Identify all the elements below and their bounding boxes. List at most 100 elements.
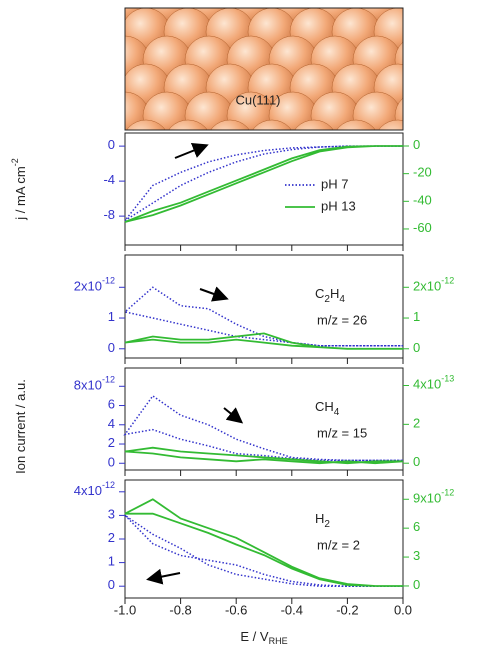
tick-value: 9 [413, 491, 420, 506]
mz-label: m/z = 15 [317, 425, 367, 440]
species-subscript: 2 [324, 294, 330, 305]
image-frame [124, 7, 404, 131]
species-label: CH4 [315, 399, 340, 417]
tick-value: 2 [413, 279, 420, 294]
sphere [336, 119, 376, 130]
y-tick-label: 4 [108, 416, 115, 431]
y-axis-title-text: Ion current / a.u. [13, 379, 28, 474]
legend-label: pH 13 [321, 198, 356, 213]
sphere [378, 119, 403, 130]
y-tick-label: -8 [103, 208, 115, 223]
x-axis-title-text: E / V [240, 629, 269, 644]
tick-value: 0 [108, 138, 115, 153]
y-tick-label: 6 [108, 397, 115, 412]
sphere [210, 119, 250, 130]
species-text: CH [315, 399, 334, 414]
y-tick-label: 8x10-12 [74, 375, 115, 393]
species-subscript: 4 [334, 407, 340, 418]
y2-tick-label: 0 [413, 137, 420, 152]
legend-label: pH 7 [321, 176, 348, 191]
y2-tick-label: -40 [413, 193, 432, 208]
scan-arrow [146, 568, 181, 585]
y2-tick-label: 6 [413, 520, 420, 535]
tick-exponent-base: x10 [420, 377, 441, 392]
tick-exponent: -12 [102, 480, 115, 490]
tick-value: -4 [103, 173, 115, 188]
x-tick-label: -0.4 [281, 602, 303, 617]
species-text: H [330, 286, 339, 301]
tick-value: 2 [413, 416, 420, 431]
tick-value: -60 [413, 220, 432, 235]
y-tick-label: 4x10-12 [74, 480, 115, 498]
mz-label: m/z = 2 [317, 537, 360, 552]
sphere [59, 92, 107, 140]
tick-value: 6 [413, 520, 420, 535]
tick-value: 1 [108, 309, 115, 324]
y2-tick-label: 9x10-12 [413, 488, 454, 506]
y2-tick-label: 3 [413, 548, 420, 563]
tick-exponent-base: x10 [81, 378, 102, 393]
sphere [59, 36, 107, 84]
sphere [125, 19, 129, 45]
species-label: C2H4 [315, 286, 345, 304]
sphere-lattice [59, 0, 464, 168]
tick-value: 0 [413, 137, 420, 152]
tick-value: 0 [413, 455, 420, 470]
y2-tick-label: 0 [413, 455, 420, 470]
tick-value: 3 [413, 548, 420, 563]
scan-arrow [199, 286, 229, 302]
image-label: Cu(111) [235, 92, 280, 107]
x-tick-label: 0.0 [394, 602, 412, 617]
tick-value: 2 [108, 530, 115, 545]
sphere [416, 8, 464, 56]
tick-value: 0 [108, 455, 115, 470]
plot-frame [124, 132, 404, 246]
y-tick-label: 0 [108, 578, 115, 593]
tick-value: 3 [108, 507, 115, 522]
plot-frame [124, 479, 404, 599]
y-tick-label: -4 [103, 173, 115, 188]
tick-exponent-base: x10 [81, 279, 102, 294]
tick-value: 0 [108, 340, 115, 355]
x-tick-label: -0.2 [336, 602, 358, 617]
data-line [124, 145, 403, 222]
species-text: H [315, 511, 324, 526]
tick-value: 4 [108, 416, 115, 431]
tick-value: 2 [74, 279, 81, 294]
y2-tick-label: -60 [413, 220, 432, 235]
tick-value: 6 [108, 397, 115, 412]
species-subscript: 2 [324, 519, 330, 530]
tick-value: 2 [108, 435, 115, 450]
y2-tick-label: -20 [413, 165, 432, 180]
y-tick-label: 0 [108, 455, 115, 470]
y2-tick-label: 4x10-13 [413, 374, 454, 392]
tick-value: 4 [413, 377, 420, 392]
x-axis-title-subscript: RHE [269, 636, 288, 646]
y2-tick-label: 2x10-12 [413, 276, 454, 294]
tick-value: 4 [74, 483, 81, 498]
data-line [124, 332, 403, 350]
tick-exponent: -12 [102, 375, 115, 385]
y-axis-title: j / mA cm-2 [10, 158, 28, 220]
data-line [124, 145, 403, 223]
data-line [124, 446, 404, 465]
sphere [416, 64, 464, 112]
tick-value: -20 [413, 165, 432, 180]
y-tick-label: 2 [108, 530, 115, 545]
sphere [126, 119, 166, 130]
tick-value: 0 [108, 578, 115, 593]
x-tick-label: -0.6 [225, 602, 247, 617]
scan-arrow [223, 407, 244, 424]
sphere [59, 0, 107, 28]
x-axis-title: E / VRHE [240, 629, 287, 646]
y-axis-title-exponent: -2 [10, 158, 20, 166]
mz-label: m/z = 26 [317, 312, 367, 327]
y-tick-label: 0 [108, 340, 115, 355]
sphere [416, 120, 464, 168]
plot-frame [124, 254, 404, 359]
tick-value: 1 [413, 309, 420, 324]
scan-arrow [174, 143, 209, 159]
x-tick-label: -0.8 [169, 602, 191, 617]
sphere [294, 119, 334, 130]
